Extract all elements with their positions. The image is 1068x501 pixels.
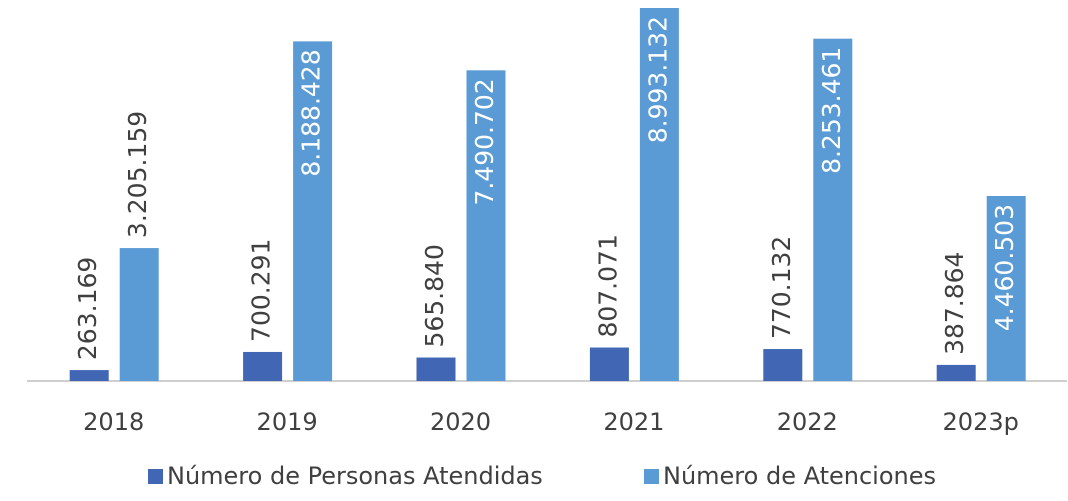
data-label: 387.864 bbox=[940, 252, 969, 355]
legend-label: Número de Atenciones bbox=[663, 462, 936, 490]
x-tick-label: 2022 bbox=[777, 408, 838, 436]
data-label: 8.253.461 bbox=[817, 47, 846, 174]
data-label: 700.291 bbox=[247, 239, 276, 342]
bar bbox=[986, 195, 1026, 381]
bar bbox=[416, 357, 456, 381]
data-label: 263.169 bbox=[73, 257, 102, 360]
legend-label: Número de Personas Atendidas bbox=[167, 462, 543, 490]
data-label: 565.840 bbox=[420, 244, 449, 347]
bar bbox=[466, 70, 506, 381]
bar bbox=[936, 364, 976, 381]
bar bbox=[813, 38, 853, 382]
bar bbox=[763, 349, 803, 381]
x-tick-label: 2023p bbox=[943, 408, 1019, 436]
data-label: 4.460.503 bbox=[990, 204, 1019, 331]
x-tick-label: 2020 bbox=[430, 408, 491, 436]
bar bbox=[69, 370, 109, 381]
bar bbox=[293, 41, 333, 382]
bar bbox=[119, 248, 159, 381]
data-label: 807.071 bbox=[593, 234, 622, 337]
x-tick-label: 2021 bbox=[603, 408, 664, 436]
legend-swatch bbox=[644, 469, 659, 484]
x-tick-label: 2019 bbox=[257, 408, 318, 436]
data-label: 3.205.159 bbox=[123, 111, 152, 238]
data-label: 7.490.702 bbox=[470, 78, 499, 205]
bar bbox=[589, 347, 629, 381]
data-label: 8.188.428 bbox=[297, 49, 326, 176]
bar bbox=[243, 351, 283, 381]
bar bbox=[639, 8, 679, 381]
data-label: 770.132 bbox=[767, 236, 796, 339]
legend-swatch bbox=[148, 469, 163, 484]
data-label: 8.993.132 bbox=[643, 16, 672, 143]
x-tick-label: 2018 bbox=[83, 408, 144, 436]
